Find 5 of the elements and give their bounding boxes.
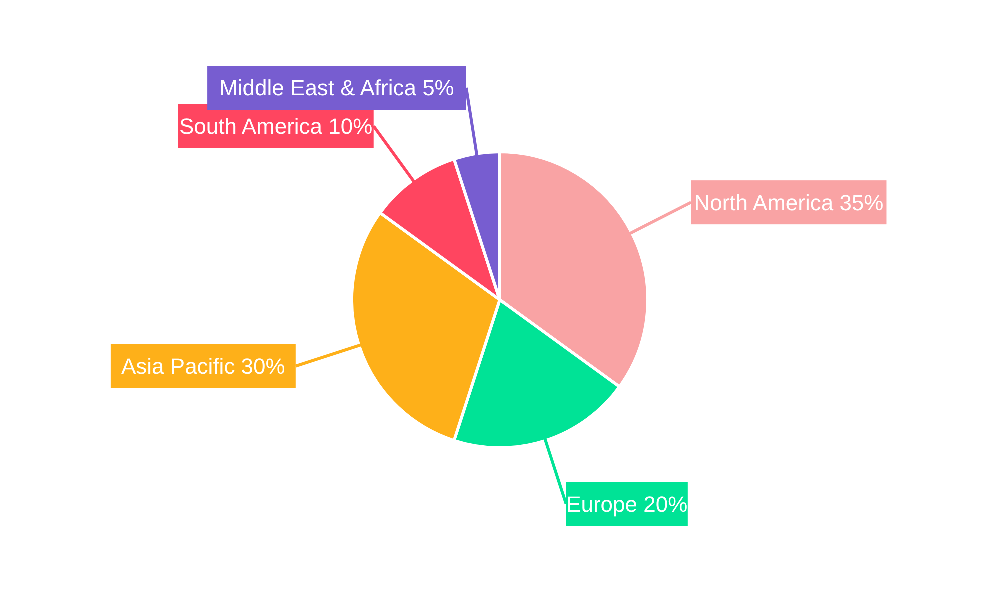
- slice-label: Asia Pacific 30%: [121, 354, 286, 380]
- slice-label: Middle East & Africa 5%: [220, 76, 454, 101]
- slice-label: Europe 20%: [566, 492, 688, 517]
- slice-label: North America 35%: [694, 190, 884, 216]
- slice-label: South America 10%: [179, 114, 373, 140]
